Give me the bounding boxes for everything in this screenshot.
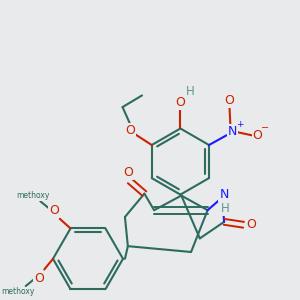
Text: +: + — [236, 120, 244, 129]
Text: O: O — [246, 218, 256, 231]
Text: O: O — [224, 94, 234, 107]
Text: O: O — [123, 166, 133, 179]
Text: O: O — [125, 124, 135, 137]
Text: methoxy: methoxy — [16, 191, 49, 200]
Text: O: O — [176, 96, 185, 109]
Text: O: O — [34, 272, 44, 285]
Text: H: H — [221, 202, 230, 215]
Text: −: − — [261, 124, 269, 134]
Text: H: H — [186, 85, 194, 98]
Text: O: O — [253, 129, 262, 142]
Text: N: N — [220, 188, 229, 201]
Text: methoxy: methoxy — [1, 287, 35, 296]
Text: N: N — [228, 125, 237, 138]
Text: O: O — [49, 203, 59, 217]
